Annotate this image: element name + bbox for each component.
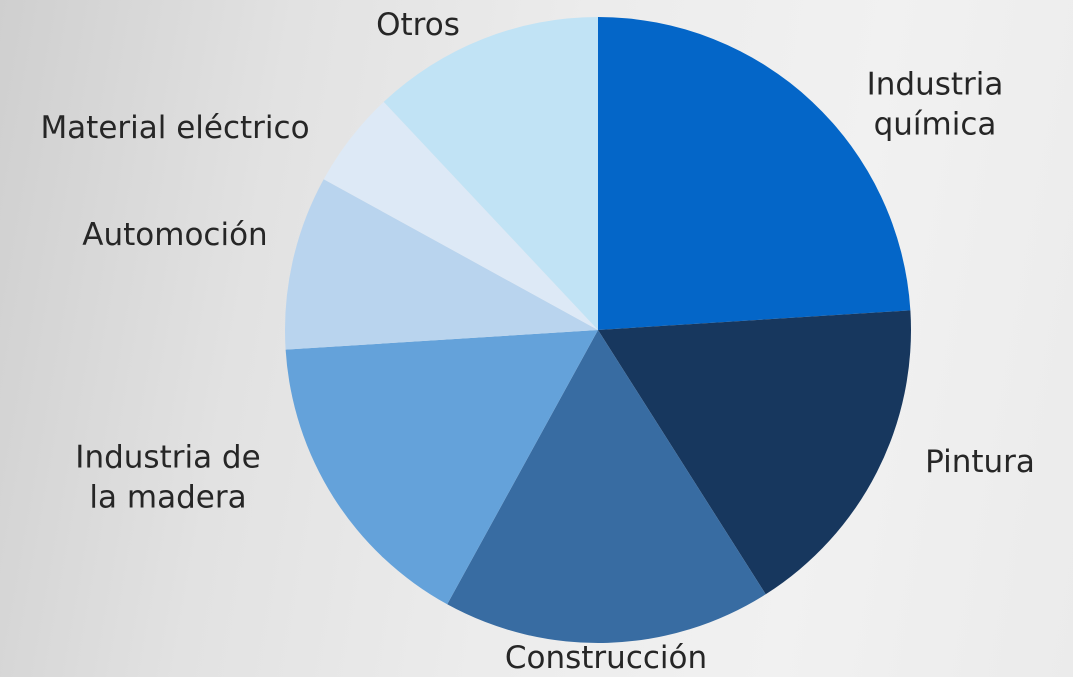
pie-slice xyxy=(447,330,766,643)
pie-slice xyxy=(285,330,598,605)
slice-label: Industria de la madera xyxy=(75,439,261,516)
slice-label: Material eléctrico xyxy=(40,109,310,146)
slice-label: Industria química xyxy=(866,66,1004,143)
pie-slice xyxy=(598,310,911,595)
slice-label: Automoción xyxy=(82,216,268,253)
slice-label: Pintura xyxy=(925,443,1035,480)
pie-slice xyxy=(285,179,598,350)
pie-slice xyxy=(383,17,598,330)
slice-label: Otros xyxy=(376,6,460,43)
pie-slice xyxy=(323,101,598,330)
slice-label: Construcción xyxy=(504,639,708,676)
pie-slice xyxy=(598,17,911,330)
